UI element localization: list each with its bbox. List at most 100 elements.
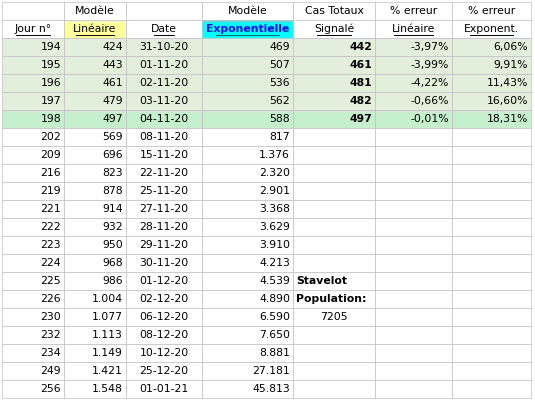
Text: 04-11-20: 04-11-20 xyxy=(140,114,189,124)
Bar xyxy=(126,218,202,236)
Bar xyxy=(293,272,375,290)
Text: Cas Totaux: Cas Totaux xyxy=(304,6,363,16)
Text: -3,97%: -3,97% xyxy=(411,42,449,52)
Text: 31-10-20: 31-10-20 xyxy=(140,42,189,52)
Text: 1.421: 1.421 xyxy=(92,366,123,376)
Text: 18,31%: 18,31% xyxy=(487,114,528,124)
Bar xyxy=(452,164,531,182)
Bar xyxy=(2,326,64,344)
Bar xyxy=(64,218,126,236)
Text: 986: 986 xyxy=(102,276,123,286)
Bar xyxy=(293,254,375,272)
Bar xyxy=(64,308,126,326)
Bar xyxy=(2,254,64,272)
Bar xyxy=(2,146,64,164)
Text: 197: 197 xyxy=(40,96,61,106)
Bar xyxy=(64,236,126,254)
Text: 823: 823 xyxy=(102,168,123,178)
Bar xyxy=(126,20,202,38)
Text: 3.629: 3.629 xyxy=(259,222,290,232)
Bar xyxy=(126,272,202,290)
Bar xyxy=(126,254,202,272)
Text: 03-11-20: 03-11-20 xyxy=(140,96,189,106)
Text: 45.813: 45.813 xyxy=(252,384,290,394)
Bar xyxy=(452,38,531,56)
Bar xyxy=(202,380,293,398)
Text: Modèle: Modèle xyxy=(227,6,268,16)
Bar xyxy=(293,2,375,20)
Bar xyxy=(293,344,375,362)
Bar xyxy=(293,218,375,236)
Text: 497: 497 xyxy=(349,114,372,124)
Text: Modèle: Modèle xyxy=(75,6,115,16)
Text: 195: 195 xyxy=(40,60,61,70)
Bar xyxy=(293,182,375,200)
Text: 507: 507 xyxy=(269,60,290,70)
Bar xyxy=(202,182,293,200)
Text: Linéaire: Linéaire xyxy=(73,24,117,34)
Text: 28-11-20: 28-11-20 xyxy=(140,222,188,232)
Bar xyxy=(293,38,375,56)
Bar xyxy=(126,236,202,254)
Text: 1.149: 1.149 xyxy=(92,348,123,358)
Bar xyxy=(375,2,452,20)
Text: 219: 219 xyxy=(40,186,61,196)
Bar xyxy=(202,272,293,290)
Bar xyxy=(293,146,375,164)
Bar xyxy=(202,20,293,38)
Text: 3.910: 3.910 xyxy=(259,240,290,250)
Bar xyxy=(202,362,293,380)
Text: Exponent.: Exponent. xyxy=(464,24,519,34)
Text: 216: 216 xyxy=(40,168,61,178)
Text: 461: 461 xyxy=(349,60,372,70)
Bar xyxy=(452,326,531,344)
Text: Stavelot: Stavelot xyxy=(296,276,347,286)
Bar xyxy=(126,182,202,200)
Text: 225: 225 xyxy=(40,276,61,286)
Bar xyxy=(126,200,202,218)
Bar xyxy=(2,308,64,326)
Bar xyxy=(293,164,375,182)
Text: 22-11-20: 22-11-20 xyxy=(140,168,188,178)
Bar xyxy=(375,146,452,164)
Text: 16,60%: 16,60% xyxy=(486,96,528,106)
Bar xyxy=(293,200,375,218)
Bar xyxy=(126,362,202,380)
Bar xyxy=(64,200,126,218)
Bar xyxy=(293,110,375,128)
Text: 536: 536 xyxy=(270,78,290,88)
Bar xyxy=(293,308,375,326)
Text: 569: 569 xyxy=(102,132,123,142)
Bar xyxy=(126,164,202,182)
Text: 202: 202 xyxy=(40,132,61,142)
Text: 221: 221 xyxy=(40,204,61,214)
Bar xyxy=(452,56,531,74)
Bar xyxy=(375,38,452,56)
Text: 1.376: 1.376 xyxy=(259,150,290,160)
Bar xyxy=(202,2,293,20)
Text: 443: 443 xyxy=(102,60,123,70)
Bar xyxy=(452,254,531,272)
Bar xyxy=(202,92,293,110)
Text: Population:: Population: xyxy=(296,294,366,304)
Text: 08-11-20: 08-11-20 xyxy=(140,132,189,142)
Bar xyxy=(375,110,452,128)
Bar xyxy=(375,290,452,308)
Bar xyxy=(64,254,126,272)
Bar xyxy=(202,74,293,92)
Bar xyxy=(126,326,202,344)
Bar xyxy=(375,272,452,290)
Text: 01-12-20: 01-12-20 xyxy=(140,276,189,286)
Text: 226: 226 xyxy=(40,294,61,304)
Text: -0,66%: -0,66% xyxy=(410,96,449,106)
Text: 1.004: 1.004 xyxy=(92,294,123,304)
Bar xyxy=(375,56,452,74)
Text: 02-11-20: 02-11-20 xyxy=(140,78,189,88)
Bar xyxy=(2,128,64,146)
Text: 15-11-20: 15-11-20 xyxy=(140,150,188,160)
Bar xyxy=(202,290,293,308)
Bar xyxy=(375,182,452,200)
Text: 479: 479 xyxy=(102,96,123,106)
Bar xyxy=(2,110,64,128)
Text: 222: 222 xyxy=(40,222,61,232)
